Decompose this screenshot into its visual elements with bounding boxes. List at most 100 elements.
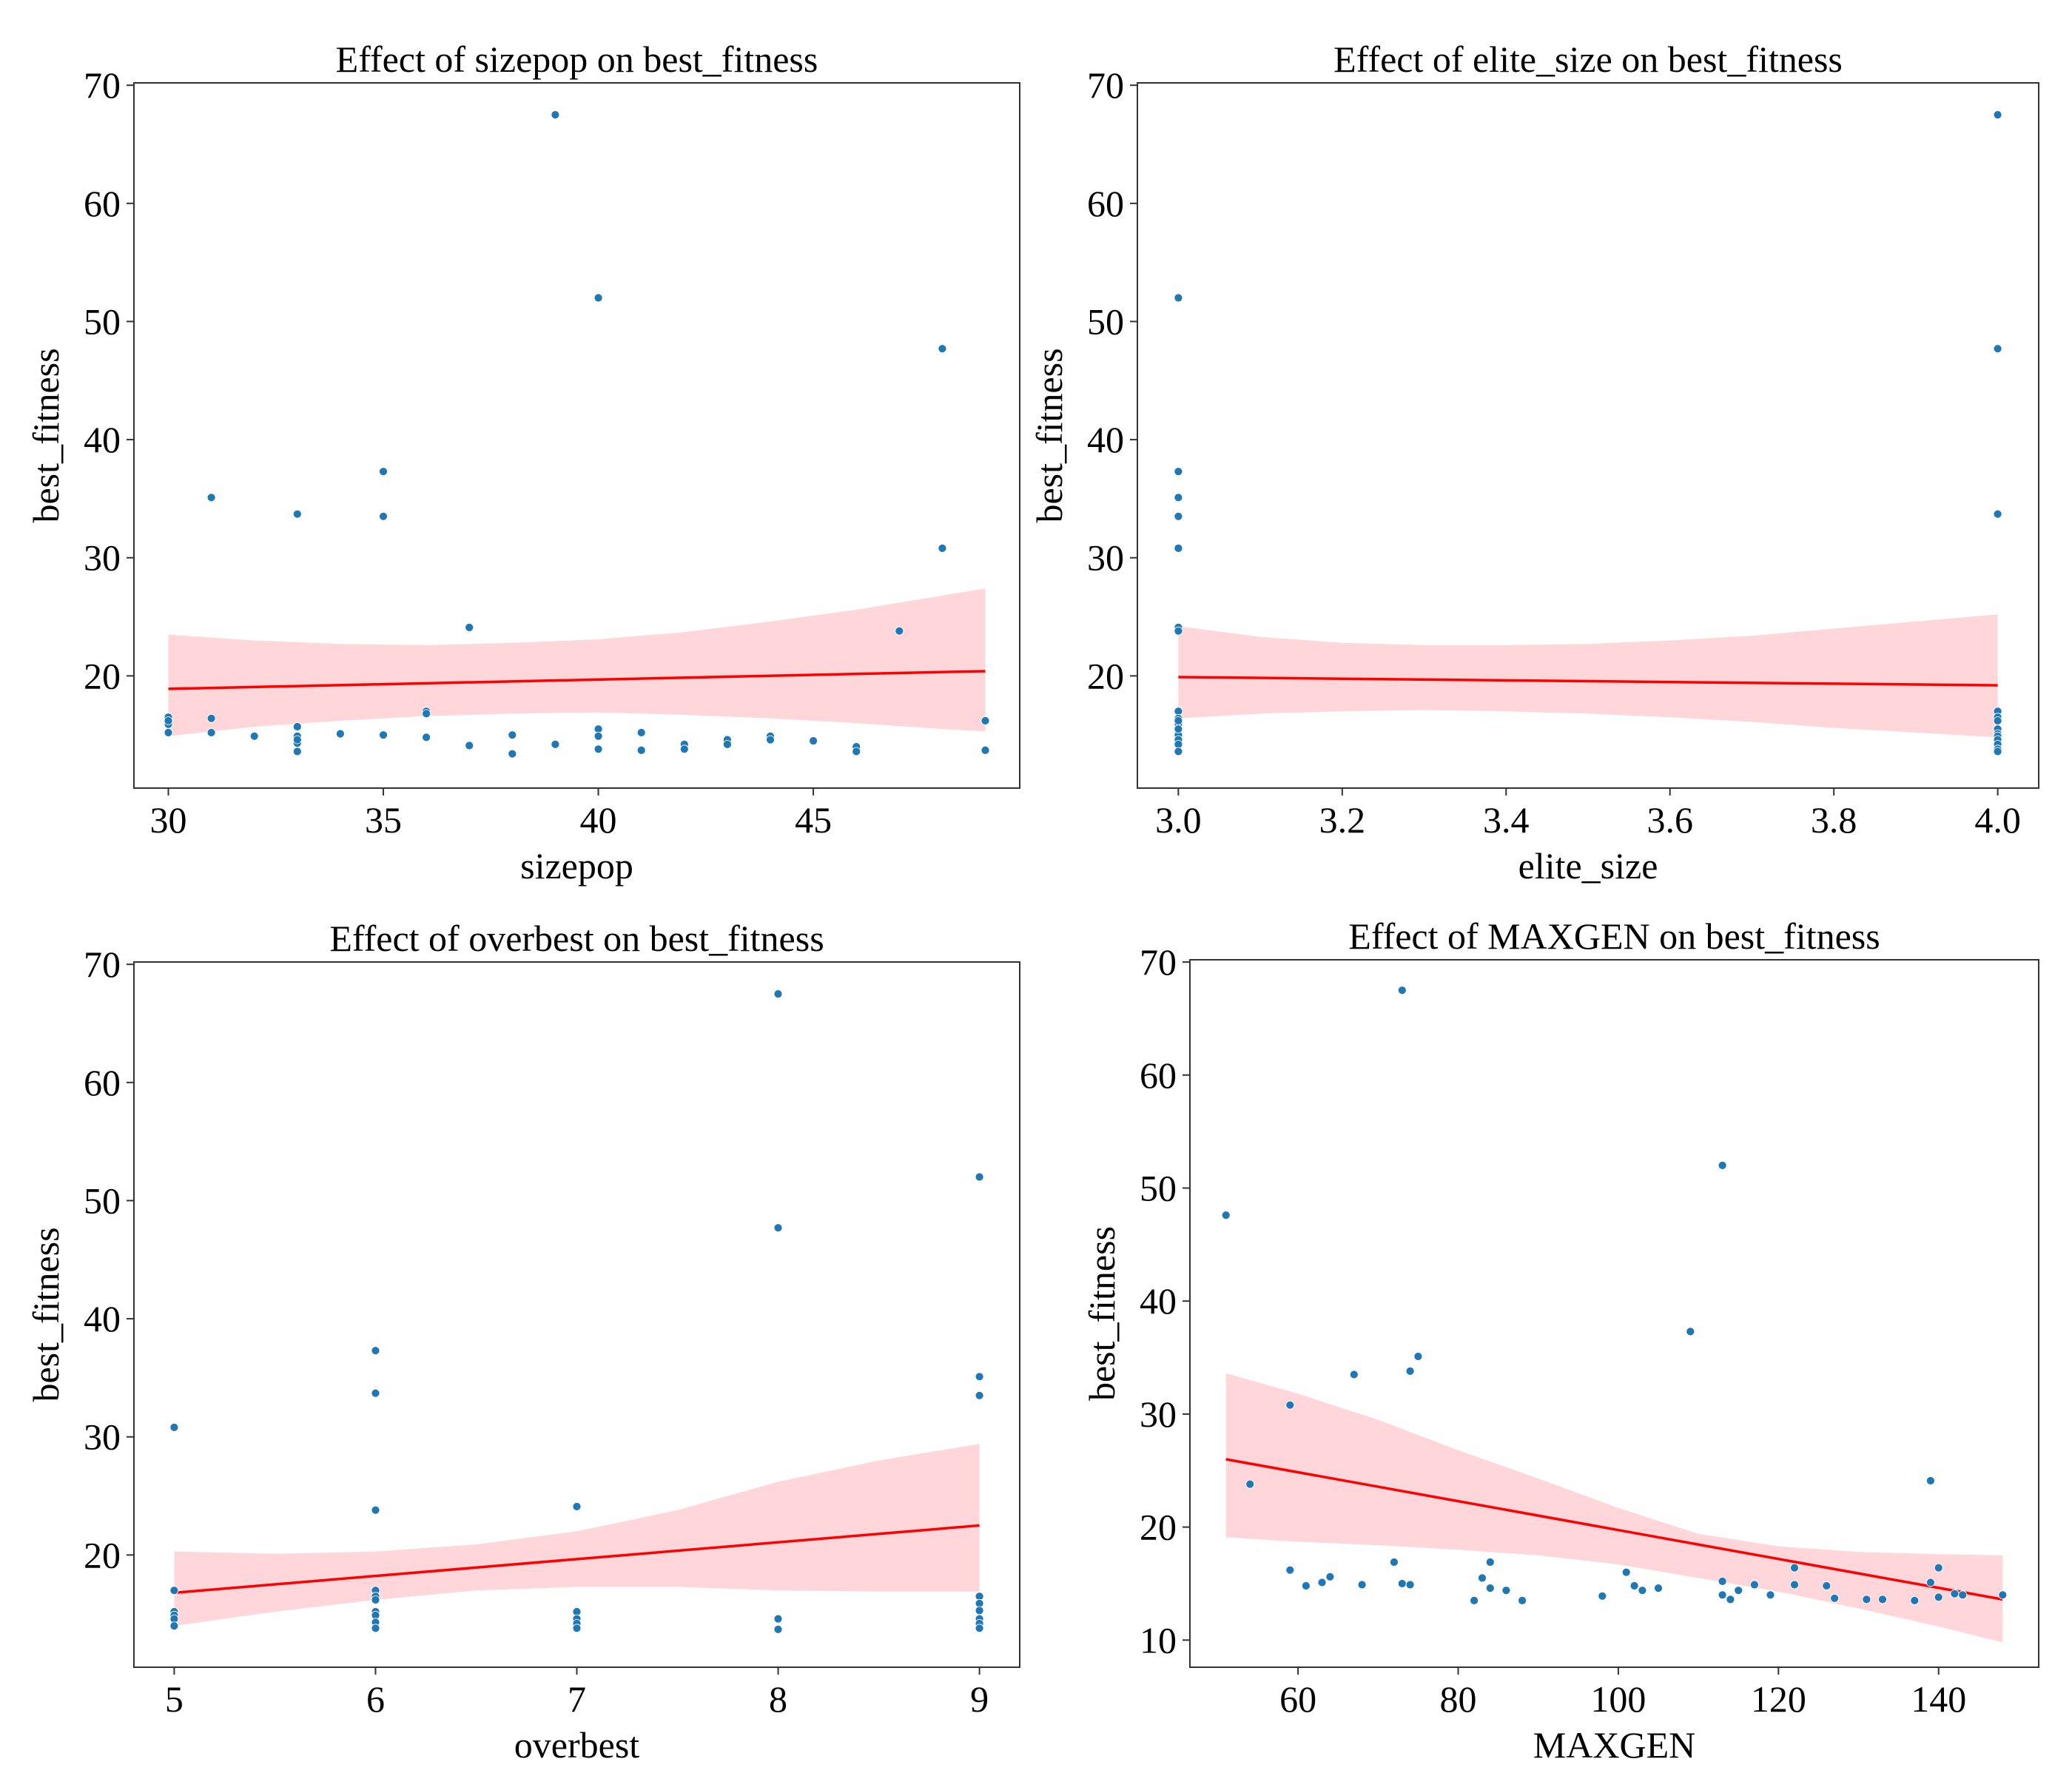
data-point	[465, 623, 474, 632]
data-point	[572, 1502, 582, 1511]
data-point	[164, 728, 173, 737]
data-point	[1405, 1367, 1415, 1376]
data-point	[572, 1624, 582, 1633]
data-point	[1174, 493, 1183, 502]
data-point	[1718, 1576, 1727, 1586]
y-tick-label: 50	[1140, 1167, 1177, 1208]
data-point	[1349, 1370, 1359, 1379]
data-point	[1925, 1476, 1935, 1485]
data-point	[508, 749, 517, 758]
data-point	[379, 467, 388, 477]
y-tick-label: 70	[84, 64, 121, 106]
data-point	[852, 747, 861, 756]
y-tick-label: 20	[84, 1534, 121, 1575]
data-point	[636, 746, 646, 755]
y-tick-label: 40	[1140, 1280, 1177, 1322]
data-point	[1878, 1595, 1887, 1604]
x-tick-label: 6	[366, 1678, 385, 1720]
x-tick-label: 3.0	[1155, 799, 1202, 841]
data-point	[371, 1624, 380, 1633]
data-point	[1405, 1580, 1415, 1590]
data-point	[1485, 1584, 1495, 1593]
data-point	[895, 626, 904, 636]
data-point	[773, 989, 783, 998]
data-point	[292, 509, 302, 519]
x-tick-label: 3.6	[1646, 799, 1693, 841]
subplot-elite-size: 3.0 3.2 3.4 3.6 3.8 4.0 20 30 40 50 60 70 Effect of …	[1029, 38, 2039, 887]
data-point	[169, 1621, 179, 1631]
y-tick-label: 70	[84, 944, 121, 985]
data-point	[551, 110, 560, 120]
data-point	[1478, 1573, 1487, 1583]
regression-line	[1225, 1458, 2003, 1601]
data-point	[1654, 1584, 1663, 1593]
data-point	[938, 544, 947, 553]
data-point	[975, 1606, 984, 1615]
y-tick-label: 70	[1140, 941, 1177, 983]
y-tick-label: 30	[1087, 537, 1124, 579]
data-point	[1174, 293, 1183, 303]
data-point	[422, 733, 431, 742]
y-tick-label: 30	[1140, 1393, 1177, 1435]
y-tick-label: 70	[1087, 64, 1124, 106]
data-point	[1325, 1572, 1335, 1581]
x-axis-label: sizepop	[520, 845, 633, 887]
subplot-maxgen: 60 80 100 120 140 10 20 30 40 50 60 70 Effect of MAX…	[1081, 915, 2039, 1766]
data-point	[1790, 1580, 1799, 1590]
data-point	[1726, 1595, 1735, 1604]
data-point	[1174, 747, 1183, 756]
data-point	[1910, 1595, 1920, 1605]
data-point	[1221, 1211, 1231, 1220]
y-tick-label: 50	[1087, 300, 1124, 342]
data-point	[1734, 1586, 1743, 1595]
confidence-band	[1178, 614, 1998, 738]
data-point	[1302, 1581, 1311, 1590]
x-tick-label: 5	[165, 1678, 184, 1720]
data-point	[766, 735, 775, 744]
data-point	[206, 728, 216, 737]
data-point	[1501, 1586, 1511, 1595]
x-tick-label: 3.4	[1483, 799, 1530, 841]
subplot-sizepop: 30 35 40 45 20 30 40 50 60 70 Effect of sizepop on…	[25, 38, 1020, 887]
data-point	[379, 511, 388, 521]
plot-frame	[133, 82, 1020, 789]
data-point	[206, 493, 216, 502]
y-tick-label: 60	[1087, 183, 1124, 224]
chart-title: Effect of MAXGEN on best_fitness	[1348, 915, 1880, 957]
data-point	[1686, 1327, 1695, 1336]
y-tick-label: 10	[1140, 1619, 1177, 1661]
x-axis-label: elite_size	[1518, 845, 1658, 887]
data-point	[975, 1624, 984, 1633]
data-point	[1925, 1578, 1935, 1587]
y-axis-label: best_fitness	[1029, 348, 1070, 522]
regression-line	[1178, 676, 1998, 687]
y-tick-label: 60	[1140, 1054, 1177, 1096]
data-point	[169, 1423, 179, 1432]
x-tick-label: 40	[580, 799, 617, 841]
data-point	[1174, 544, 1183, 553]
y-tick-label: 40	[84, 419, 121, 460]
data-point	[1174, 724, 1183, 734]
y-tick-label: 60	[84, 1062, 121, 1103]
data-point	[1397, 986, 1407, 995]
data-point	[1285, 1400, 1295, 1410]
x-axis-label: MAXGEN	[1533, 1724, 1695, 1766]
x-tick-label: 60	[1279, 1678, 1316, 1720]
data-point	[1245, 1479, 1255, 1489]
data-point	[975, 1372, 984, 1382]
x-tick-label: 30	[149, 799, 186, 841]
chart-title: Effect of elite_size on best_fitness	[1333, 38, 1843, 80]
x-tick-label: 3.8	[1811, 799, 1857, 841]
data-point	[1621, 1567, 1631, 1577]
data-point	[335, 729, 345, 739]
data-point	[1397, 1579, 1407, 1588]
data-point	[1830, 1593, 1840, 1603]
data-point	[206, 713, 216, 723]
data-point	[371, 1505, 380, 1515]
data-point	[1317, 1578, 1327, 1587]
plot-frame	[1189, 959, 2039, 1668]
data-point	[593, 731, 603, 741]
chart-title: Effect of sizepop on best_fitness	[336, 38, 818, 80]
y-tick-label: 20	[84, 655, 121, 696]
